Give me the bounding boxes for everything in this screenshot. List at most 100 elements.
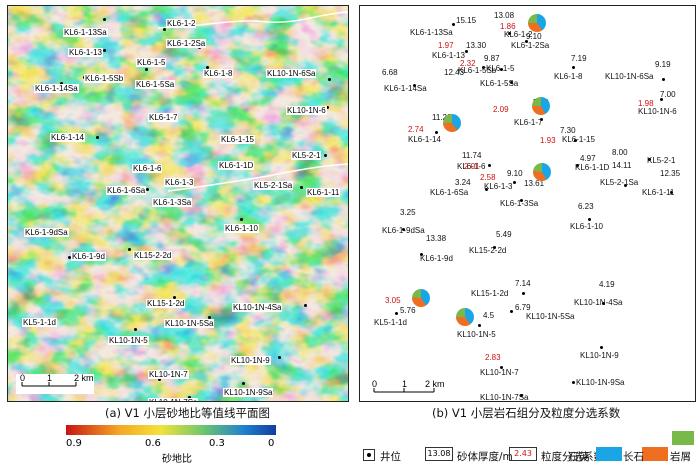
map-well-dot: [163, 28, 166, 31]
map-well-label: KL6-1-2Sa: [166, 39, 207, 48]
composition-pie: [533, 163, 551, 181]
composition-pie: [443, 114, 461, 132]
comp-well-label: KL6-1-15: [562, 135, 595, 144]
legend-sorting-label: 粒度分选系数: [541, 451, 604, 463]
comp-well-dot: [648, 158, 651, 161]
composition-pie: [528, 14, 546, 32]
map-well-label: KL6-1-14Sa: [34, 84, 79, 93]
comp-scale-label: 2 km: [425, 379, 445, 389]
comp-well-label: KL6-1-5: [486, 64, 515, 73]
legend-feldspar-label: 长石: [623, 451, 644, 463]
map-well-dot: [208, 316, 211, 319]
map-well-dot: [96, 136, 99, 139]
comp-well-label: KL5-2-1: [647, 156, 676, 165]
map-well-dot: [304, 304, 307, 307]
comp-well-thickness: 7.00: [660, 90, 676, 99]
colorbar-label: 砂地比: [162, 454, 192, 465]
comp-well-dot: [662, 78, 665, 81]
comp-well-label: KL10-1N-7Sa: [480, 393, 529, 402]
comp-well-thickness: 9.19: [655, 60, 671, 69]
map-well-label: KL6-1-13Sa: [63, 28, 108, 37]
comp-well-label: KL6-1-9dSa: [382, 226, 425, 235]
comp-well-dot: [488, 164, 491, 167]
map-well-dot: [146, 188, 149, 191]
map-scale-bg: [16, 374, 94, 394]
comp-well-thickness: 7.14: [515, 279, 531, 288]
comp-well-label: KL6-1-8: [554, 72, 583, 81]
map-well-dot: [134, 328, 137, 331]
colorbar-ticks: 0.9 0.6 0.3 0 砂地比: [66, 438, 281, 465]
map-well-dot: [300, 186, 303, 189]
comp-well-label: KL6-1-2: [504, 30, 533, 39]
map-well-label: KL10-1N-4Sa: [232, 303, 283, 312]
comp-well-dot: [510, 310, 513, 313]
comp-well-thickness: 13.61: [524, 179, 545, 188]
comp-well-thickness: 14.11: [612, 161, 632, 170]
map-well-dot: [68, 256, 71, 259]
map-well-dot: [145, 68, 148, 71]
comp-well-label: KL6-1-14Sa: [384, 84, 427, 93]
comp-well-label: KL6-1-13Sa: [410, 28, 453, 37]
comp-well-thickness: 5.49: [496, 230, 512, 239]
comp-scale-label: 1: [402, 379, 407, 389]
legend-well-dot: [367, 453, 371, 457]
legend-quartz-swatch: [596, 447, 622, 461]
comp-well-dot: [600, 346, 603, 349]
comp-well-thickness: 4.19: [599, 280, 615, 289]
map-well-label: KL6-1-6: [132, 164, 163, 173]
comp-well-thickness: 6.79: [515, 303, 531, 312]
map-well-label: KL10-1N-9Sa: [223, 388, 274, 397]
map-well-dot: [60, 82, 63, 85]
colorbar-tick: 0.9: [66, 438, 82, 449]
comp-well-dot: [420, 253, 423, 256]
comp-well-dot: [485, 188, 488, 191]
map-well-label: KL6-1-13: [68, 48, 103, 57]
comp-well-label: KL6-1-14: [408, 135, 441, 144]
map-well-dot: [324, 154, 327, 157]
comp-well-dot: [395, 312, 398, 315]
map-well-label: KL6-1-9dSa: [24, 228, 69, 237]
map-scale-label: 2 km: [74, 373, 94, 383]
comp-well-label: KL10-1N-9: [580, 351, 619, 360]
map-well-label: KL6-1-2: [166, 19, 197, 28]
map-well-dot: [326, 106, 329, 109]
comp-scale-label: 0: [372, 379, 377, 389]
map-well-label: KL6-1-10: [224, 224, 259, 233]
colorbar-gradient: [66, 425, 276, 435]
map-well-label: KL6-1-14: [50, 133, 85, 142]
comp-well-label: KL6-1-6Sa: [430, 188, 469, 197]
legend-well-box: [363, 449, 375, 461]
map-well-dot: [128, 248, 131, 251]
comp-well-thickness: 11.20: [432, 113, 452, 122]
colorbar-tick: 0.3: [209, 438, 225, 449]
comp-well-label: KL6-1-3Sa: [500, 199, 539, 208]
map-well-label: KL10-1N-6: [286, 106, 327, 115]
map-well-label: KL5-2-1Sa: [253, 181, 294, 190]
comp-well-label: KL10-1N-5Sa: [526, 312, 575, 321]
composition-pie: [532, 97, 550, 115]
comp-well-sorting: 3.05: [385, 296, 401, 305]
comp-well-dot: [576, 164, 579, 167]
comp-well-label: KL6-1-13: [432, 51, 465, 60]
map-scale-label: 1: [47, 373, 52, 383]
comp-well-dot: [500, 366, 503, 369]
comp-well-sorting: 2.09: [493, 105, 509, 114]
comp-scale: 0 1 2 km: [372, 379, 445, 393]
comp-well-dot: [435, 131, 438, 134]
map-well-label: KL6-1-3Sa: [152, 198, 193, 207]
comp-well-label: KL6-1-5Sa: [480, 79, 519, 88]
comp-well-dot: [513, 181, 516, 184]
comp-well-dot: [520, 394, 523, 397]
legend-thickness-label: 砂体厚度/m: [457, 451, 513, 463]
map-well-label: KL6-1-5Sa: [135, 80, 176, 89]
comp-well-thickness: 15.15: [456, 16, 477, 25]
comp-well-thickness: 9.10: [507, 169, 523, 178]
comp-well-label: KL10-1N-6Sa: [605, 72, 654, 81]
comp-well-label: KL6-1-2Sa: [511, 41, 550, 50]
comp-well-dot: [465, 50, 468, 53]
comp-well-label: KL6-1-11: [642, 188, 675, 197]
composition-map: KL6-1-13Sa 15.15 KL6-1-2 13.08 1.86 KL6-1-2Sa…: [359, 5, 696, 402]
map-well-dot: [103, 49, 106, 52]
colorbar-tick: 0: [268, 438, 275, 449]
comp-well-sorting: 1.93: [540, 136, 556, 145]
